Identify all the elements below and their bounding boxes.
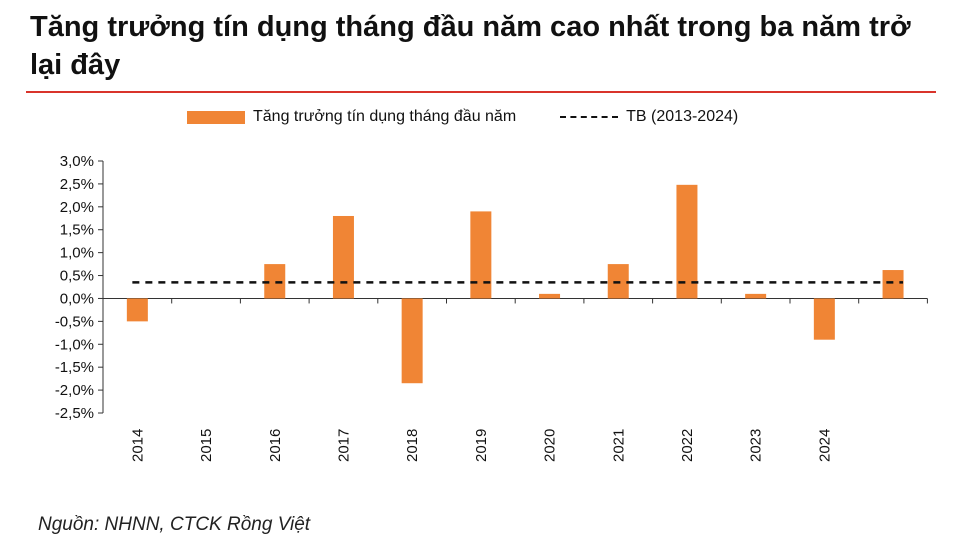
legend-average-swatch xyxy=(560,116,619,118)
y-tick-label: 1,5% xyxy=(60,222,94,239)
x-tick-label: 2018 xyxy=(404,429,421,462)
y-tick-label: 0,0% xyxy=(60,290,94,307)
x-tick-label: 2024 xyxy=(816,429,833,462)
x-tick-label: 2020 xyxy=(542,429,559,462)
x-tick-label: 2022 xyxy=(679,429,696,462)
x-tick-label: 2014 xyxy=(129,429,146,462)
bar-2019 xyxy=(470,211,492,299)
y-tick-label: 0,5% xyxy=(60,268,94,285)
bar-2023 xyxy=(745,293,767,299)
x-tick-label: 2015 xyxy=(198,429,215,462)
y-tick-label: 2,0% xyxy=(60,199,94,216)
legend-bar-swatch xyxy=(187,110,245,124)
legend-average-item: TB (2013-2024) xyxy=(560,108,738,126)
title-divider xyxy=(26,91,936,93)
y-tick-label: 3,0% xyxy=(60,153,94,170)
y-tick-label: -2,5% xyxy=(55,405,94,422)
x-tick-label: 2016 xyxy=(267,429,284,462)
legend-bar-label: Tăng trưởng tín dụng tháng đầu năm xyxy=(253,108,517,125)
bar-2017 xyxy=(332,215,354,299)
source-note: Nguồn: NHNN, CTCK Rồng Việt xyxy=(38,514,311,535)
y-tick-label: 2,5% xyxy=(60,176,94,193)
y-tick-label: -1,0% xyxy=(55,336,94,353)
bar-2020 xyxy=(539,293,561,299)
bar-chart: 3,0% 2,5% 2,0% 1,5% 1,0% 0,5% 0,0% -0,5% -1,0% -1… xyxy=(55,153,928,462)
y-tick-label: -2,0% xyxy=(55,382,94,399)
x-tick-label: 2023 xyxy=(748,429,765,462)
bar-2014 xyxy=(126,298,148,322)
y-tick-label: -0,5% xyxy=(55,313,94,330)
x-tick-label: 2019 xyxy=(473,429,490,462)
x-tick-label: 2017 xyxy=(335,429,352,462)
chart-title: Tăng trưởng tín dụng tháng đầu năm cao n… xyxy=(30,11,911,81)
y-tick-label: 1,0% xyxy=(60,245,94,262)
x-tick-label: 2021 xyxy=(610,429,627,462)
bar-2016 xyxy=(264,264,286,299)
bar-2022 xyxy=(676,184,698,299)
bar-2024 xyxy=(813,298,835,340)
bar-2018 xyxy=(401,298,423,384)
y-tick-label: -1,5% xyxy=(55,359,94,376)
bar-latest xyxy=(882,270,904,299)
legend: Tăng trưởng tín dụng tháng đầu năm TB (2… xyxy=(187,107,738,127)
legend-average-label: TB (2013-2024) xyxy=(626,108,739,125)
